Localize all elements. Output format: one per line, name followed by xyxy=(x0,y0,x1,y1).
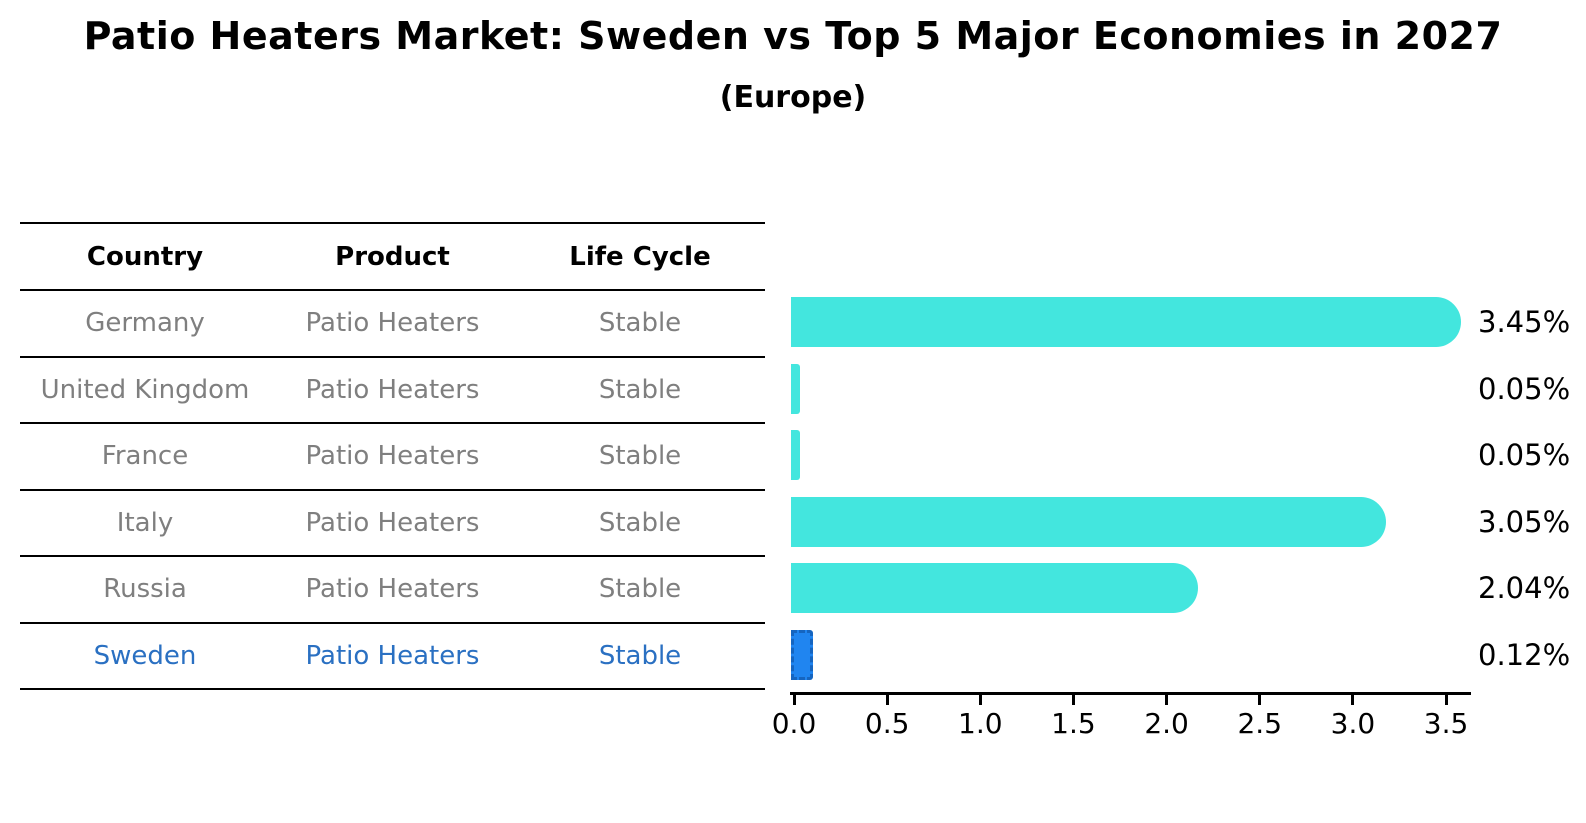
x-tick-label: 3.0 xyxy=(1330,707,1376,740)
bar-highlighted xyxy=(791,629,814,680)
table-cell-country: Russia xyxy=(103,574,187,605)
x-tick-label: 2.0 xyxy=(1144,707,1189,740)
table-row: Russia Patio Heaters Stable xyxy=(20,557,765,624)
table-header-row-cell-0: Country xyxy=(86,241,204,272)
x-tick xyxy=(885,695,889,705)
x-tick xyxy=(1351,695,1355,705)
table-cell-country: Sweden xyxy=(93,640,197,671)
bar xyxy=(791,297,1461,348)
x-tick-label: 1.0 xyxy=(958,707,1003,740)
bar xyxy=(791,363,801,414)
x-tick xyxy=(792,695,796,705)
table-cell-life_cycle: Stable xyxy=(598,441,682,472)
table-cell-product: Patio Heaters xyxy=(305,640,480,671)
chart-subtitle: (Europe) xyxy=(719,80,867,115)
table-row: Italy Patio Heaters Stable xyxy=(20,491,765,557)
table-cell-life_cycle: Stable xyxy=(598,640,682,671)
table-cell-product: Patio Heaters xyxy=(305,574,480,605)
table-cell-country: France xyxy=(101,441,189,472)
table-cell-product: Patio Heaters xyxy=(305,507,480,538)
x-tick-label: 0.5 xyxy=(864,707,910,740)
table-row: United Kingdom Patio Heaters Stable xyxy=(20,358,765,424)
table-cell-country: United Kingdom xyxy=(40,374,250,405)
table-cell-life_cycle: Stable xyxy=(598,308,682,339)
x-tick-label: 2.5 xyxy=(1237,707,1283,740)
bar-value-label: 0.05% xyxy=(1478,438,1571,473)
table-cell-country: Italy xyxy=(116,507,174,538)
bar-value-label: 0.05% xyxy=(1478,371,1571,406)
bar xyxy=(791,496,1387,547)
table-row: France Patio Heaters Stable xyxy=(20,424,765,491)
table-cell-life_cycle: Stable xyxy=(598,374,682,405)
x-tick xyxy=(1258,695,1262,705)
table-cell-life_cycle: Stable xyxy=(598,574,682,605)
x-axis-line xyxy=(790,692,1471,695)
bar xyxy=(791,430,801,481)
chart-title: Patio Heaters Market: Sweden vs Top 5 Ma… xyxy=(83,14,1503,58)
x-tick-label: 1.5 xyxy=(1051,707,1096,740)
table-cell-product: Patio Heaters xyxy=(305,441,480,472)
table-cell-country: Germany xyxy=(85,308,205,339)
x-tick xyxy=(1165,695,1169,705)
bar-value-label: 0.12% xyxy=(1478,637,1571,672)
table-row: Sweden Patio Heaters Stable xyxy=(20,624,765,690)
table-header-row: Country Product Life Cycle xyxy=(20,224,765,291)
x-tick xyxy=(978,695,982,705)
table-cell-product: Patio Heaters xyxy=(305,308,480,339)
bar-value-label: 2.04% xyxy=(1478,571,1571,606)
table-row: Germany Patio Heaters Stable xyxy=(20,291,765,358)
table-header-row-cell-2: Life Cycle xyxy=(569,241,711,272)
bar-value-label: 3.05% xyxy=(1478,504,1571,539)
table-cell-life_cycle: Stable xyxy=(598,507,682,538)
x-tick-label: 0.0 xyxy=(771,707,817,740)
data-table: Country Product Life Cycle Germany Patio Hea… xyxy=(20,222,765,690)
table-header-row-cell-1: Product xyxy=(335,241,450,272)
bar xyxy=(791,563,1199,614)
x-tick xyxy=(1444,695,1448,705)
bar-value-label: 3.45% xyxy=(1478,305,1571,340)
table-cell-product: Patio Heaters xyxy=(305,374,480,405)
x-tick xyxy=(1071,695,1075,705)
x-tick-label: 3.5 xyxy=(1423,707,1469,740)
